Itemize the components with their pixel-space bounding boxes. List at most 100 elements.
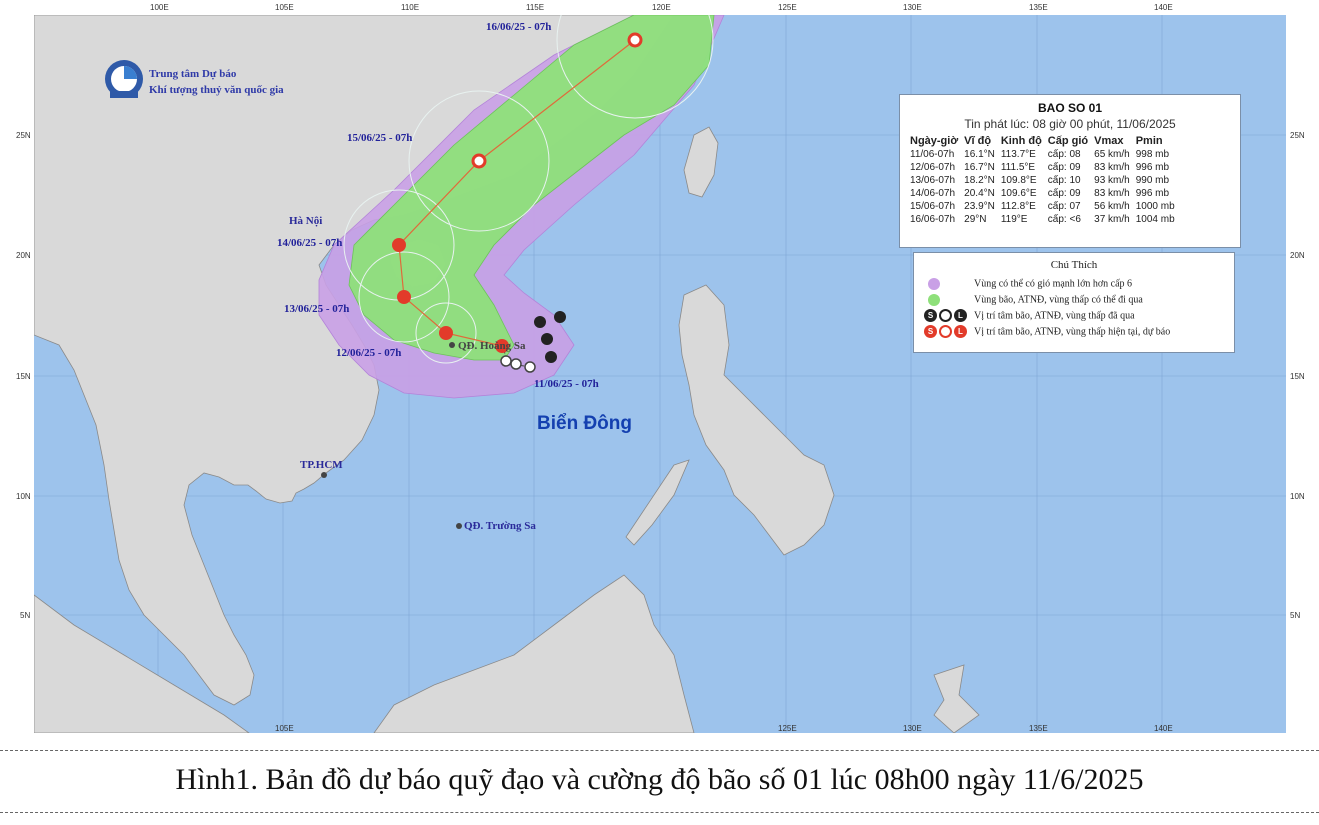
lat-tick-left: 25N (16, 131, 31, 140)
table-header-row: Ngày-giờ Vĩ độ Kinh độ Cấp gió Vmax Pmin (910, 135, 1181, 149)
storm-title: BAO SO 01 (1037, 101, 1103, 115)
table-cell: 16.7°N (964, 162, 995, 173)
lon-tick-top: 115E (526, 3, 545, 12)
lon-tick-top: 110E (401, 3, 420, 12)
table-cell: 14/06-07h (910, 188, 956, 199)
storm-table: Ngày-giờ Vĩ độ Kinh độ Cấp gió Vmax Pmin… (910, 135, 1181, 227)
table-cell: 16/06-07h (910, 214, 956, 225)
past-depression-icon (939, 309, 952, 323)
uncertainty-circles (343, 15, 714, 364)
map-svg (34, 15, 1286, 733)
legend-label: Vị trí tâm bão, ATNĐ, vùng thấp hiện tại… (974, 326, 1171, 338)
table-cell: cấp: 07 (1047, 201, 1081, 212)
table-cell: 83 km/h (1094, 188, 1130, 199)
lon-tick-bottom: 125E (778, 724, 797, 733)
track-label-15: 15/06/25 - 07h (347, 132, 413, 144)
storm-info-box: BAO SO 01 Tin phát lúc: 08 giờ 00 phút, … (899, 94, 1241, 248)
table-cell: cấp: 10 (1047, 175, 1081, 186)
lon-tick-top: 140E (1154, 3, 1173, 12)
track-label-12: 12/06/25 - 07h (336, 347, 402, 359)
nchmf-logo (105, 60, 143, 98)
table-cell: 111.5°E (1000, 162, 1036, 173)
table-cell: 65 km/h (1094, 149, 1130, 160)
org-line2: Khí tượng thuỷ văn quốc gia (149, 84, 284, 96)
legend-item-strong-wind: Vùng có thể có gió mạnh lớn hơn cấp 6 (924, 277, 1132, 291)
past-low-icon: L (954, 309, 967, 323)
table-cell: cấp: 09 (1047, 162, 1081, 173)
table-cell: cấp: 08 (1047, 149, 1081, 160)
col-header: Pmin (1135, 135, 1163, 147)
lon-tick-bottom: 135E (1029, 724, 1048, 733)
table-cell: 29°N (964, 214, 987, 225)
org-line1: Trung tâm Dự báo (149, 68, 237, 80)
track-label-11: 11/06/25 - 07h (534, 378, 599, 390)
col-header: Vmax (1094, 135, 1124, 147)
table-row: 12/06-07h 16.7°N 111.5°E cấp: 09 83 km/h 996 … (910, 162, 1181, 175)
table-cell: 23.9°N (964, 201, 995, 212)
hcm-dot (321, 472, 327, 478)
table-cell: 37 km/h (1094, 214, 1130, 225)
table-cell: 998 mb (1135, 149, 1170, 160)
lon-tick-top: 105E (275, 3, 294, 12)
forecast-low-icon: L (954, 325, 967, 339)
table-cell: 1004 mb (1135, 214, 1175, 225)
table-cell: 18.2°N (964, 175, 995, 186)
legend-item-forecast: S L Vị trí tâm bão, ATNĐ, vùng thấp hiện t… (924, 325, 1170, 339)
lon-tick-bottom: 130E (903, 724, 922, 733)
past-storm-icon: S (924, 309, 937, 323)
purple-dot-icon (928, 277, 940, 290)
lon-tick-top: 135E (1029, 3, 1048, 12)
lat-tick-left: 10N (16, 492, 31, 501)
truong-sa-label: QĐ. Trường Sa (464, 520, 536, 532)
table-row: 15/06-07h 23.9°N 112.8°E cấp: 07 56 km/h 1000… (910, 201, 1181, 214)
lat-tick-left: 15N (16, 372, 31, 381)
table-cell: 119°E (1000, 214, 1028, 225)
lat-tick-left: 5N (20, 611, 31, 620)
track-label-14: 14/06/25 - 07h (277, 237, 343, 249)
table-cell: cấp: <6 (1047, 214, 1081, 225)
lon-tick-top: 120E (652, 3, 671, 12)
taiwan-island (683, 126, 719, 198)
lat-tick-right: 15N (1290, 372, 1305, 381)
col-header: Ngày-giờ (910, 135, 959, 147)
sumatra (34, 594, 250, 733)
legend-item-storm-area: Vùng bão, ATNĐ, vùng thấp có thể đi qua (924, 293, 1143, 307)
table-cell: 109.6°E (1000, 188, 1037, 199)
palawan-island (625, 459, 690, 546)
table-cell: 20.4°N (964, 188, 995, 199)
lat-tick-right: 20N (1290, 251, 1305, 260)
table-row: 11/06-07h 16.1°N 113.7°E cấp: 08 65 km/h 998 … (910, 149, 1181, 162)
lon-tick-top: 125E (778, 3, 797, 12)
table-cell: 16.1°N (964, 149, 995, 160)
table-cell: 1000 mb (1135, 201, 1175, 212)
figure-caption-box: Hình1. Bản đồ dự báo quỹ đạo và cường độ… (0, 750, 1319, 813)
legend-box: Chú Thích Vùng có thể có gió mạnh lớn hơ… (913, 252, 1235, 353)
table-row: 16/06-07h 29°N 119°E cấp: <6 37 km/h 1004 mb (910, 214, 1181, 227)
table-cell: 996 mb (1135, 188, 1170, 199)
past-positions (500, 311, 566, 373)
track-label-16: 16/06/25 - 07h (486, 21, 552, 33)
hoang-sa-label: QĐ. Hoàng Sa (458, 340, 526, 352)
sulawesi (933, 664, 980, 733)
table-cell: 11/06-07h (910, 149, 955, 160)
table-cell: 990 mb (1135, 175, 1170, 186)
table-row: 14/06-07h 20.4°N 109.6°E cấp: 09 83 km/h 996 … (910, 188, 1181, 201)
lon-tick-bottom: 105E (275, 724, 294, 733)
col-header: Cấp gió (1047, 135, 1089, 147)
hanoi-label: Hà Nội (289, 215, 323, 227)
table-cell: 15/06-07h (910, 201, 956, 212)
lon-tick-top: 130E (903, 3, 922, 12)
legend-label: Vùng bão, ATNĐ, vùng thấp có thể đi qua (974, 294, 1143, 306)
forecast-depression-icon (939, 325, 952, 339)
table-cell: 996 mb (1135, 162, 1170, 173)
lat-tick-right: 10N (1290, 492, 1305, 501)
col-header: Kinh độ (1000, 135, 1042, 147)
legend-item-past: S L Vị trí tâm bão, ATNĐ, vùng thấp đã qua (924, 309, 1135, 323)
forecast-map: Trung tâm Dự báo Khí tượng thuỷ văn quốc… (34, 15, 1286, 733)
lon-tick-bottom: 140E (1154, 724, 1173, 733)
table-cell: 109.8°E (1000, 175, 1037, 186)
table-cell: 56 km/h (1094, 201, 1130, 212)
table-cell: 93 km/h (1094, 175, 1130, 186)
forecast-storm-icon: S (924, 325, 937, 339)
table-cell: 12/06-07h (910, 162, 956, 173)
